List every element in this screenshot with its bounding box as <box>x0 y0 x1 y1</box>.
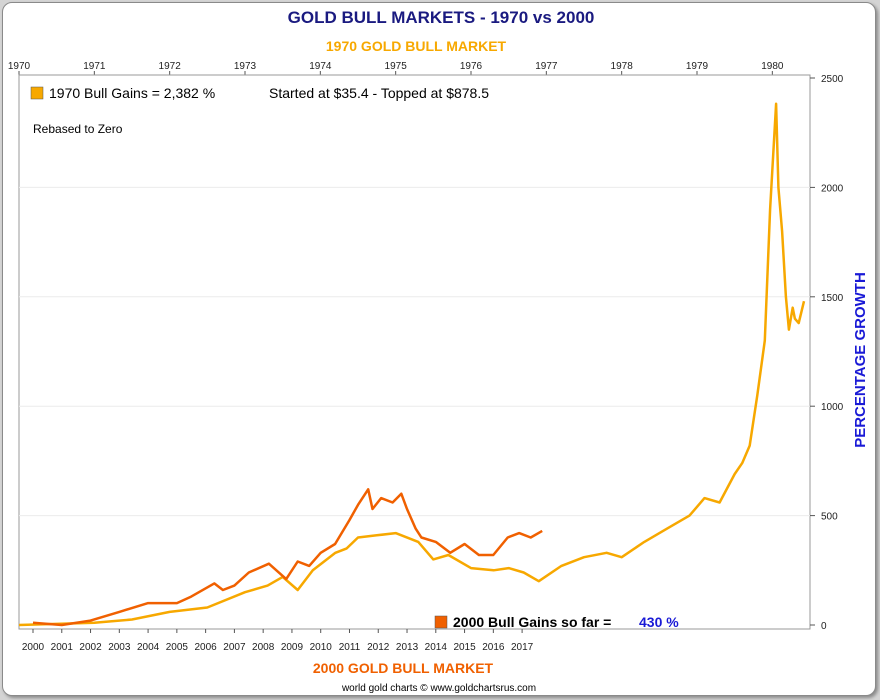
top-tick-label: 1970 <box>8 61 31 72</box>
footer-credit: world gold charts © www.goldchartsrus.co… <box>341 683 536 694</box>
bottom-tick-label: 2013 <box>396 642 419 653</box>
top-tick-label: 1972 <box>159 61 182 72</box>
top-tick-label: 1977 <box>535 61 558 72</box>
plot-area <box>18 74 811 630</box>
bottom-tick-label: 2003 <box>108 642 131 653</box>
bottom-tick-label: 2005 <box>166 642 189 653</box>
top-tick-label: 1975 <box>385 61 408 72</box>
grid-lines <box>19 186 810 517</box>
legend-1970-swatch <box>30 86 44 100</box>
top-tick-label: 1973 <box>234 61 257 72</box>
top-tick-label: 1978 <box>611 61 634 72</box>
legend-2000-swatch <box>434 615 448 629</box>
rebased-annotation: Rebased to Zero <box>33 122 123 136</box>
bottom-tick-label: 2009 <box>281 642 304 653</box>
top-axis-ticks: 1970 1971 1972 1973 1974 1975 1976 1977 1978 1979… <box>8 61 784 75</box>
top-axis-title: 1970 GOLD BULL MARKET <box>326 38 507 54</box>
series-line-2000 <box>32 488 543 627</box>
bottom-tick-label: 2010 <box>310 642 333 653</box>
chart-title: GOLD BULL MARKETS - 1970 vs 2000 <box>288 8 595 27</box>
bottom-tick-label: 2001 <box>51 642 74 653</box>
bottom-tick-label: 2002 <box>79 642 102 653</box>
bottom-tick-label: 2004 <box>137 642 160 653</box>
y-tick-label: 1000 <box>821 402 844 413</box>
top-tick-label: 1980 <box>761 61 784 72</box>
series-line-1970 <box>18 102 806 627</box>
top-tick-label: 1979 <box>686 61 709 72</box>
bottom-tick-label: 2012 <box>367 642 390 653</box>
bottom-tick-label: 2000 <box>22 642 45 653</box>
bottom-tick-label: 2016 <box>482 642 505 653</box>
y-tick-label: 0 <box>821 621 827 632</box>
legend-2000-value: 430 % <box>639 614 679 630</box>
top-tick-label: 1974 <box>309 61 332 72</box>
top-tick-label: 1971 <box>83 61 106 72</box>
bottom-axis-title: 2000 GOLD BULL MARKET <box>313 660 494 676</box>
bottom-tick-label: 2014 <box>425 642 448 653</box>
legend-1970-label: 1970 Bull Gains = 2,382 % <box>49 85 215 101</box>
bottom-tick-label: 2015 <box>453 642 476 653</box>
bottom-tick-label: 2006 <box>195 642 218 653</box>
bottom-tick-label: 2011 <box>339 642 361 653</box>
y-tick-label: 2500 <box>821 74 844 85</box>
series-lines <box>18 102 806 627</box>
bottom-tick-label: 2007 <box>223 642 246 653</box>
legend-1970-note: Started at $35.4 - Topped at $878.5 <box>269 85 489 101</box>
y-axis-label: PERCENTAGE GROWTH <box>852 272 869 448</box>
top-tick-label: 1976 <box>460 61 483 72</box>
y-tick-label: 500 <box>821 512 838 523</box>
y-axis-ticks: 0 500 1000 1500 2000 2500 <box>810 74 844 632</box>
y-tick-label: 1500 <box>821 293 844 304</box>
bottom-axis-ticks: 2000 2001 2002 2003 2004 2005 2006 2007 2008 2009… <box>22 629 534 653</box>
bottom-tick-label: 2017 <box>511 642 534 653</box>
bottom-tick-label: 2008 <box>252 642 275 653</box>
y-tick-label: 2000 <box>821 183 844 194</box>
chart-svg: GOLD BULL MARKETS - 1970 vs 2000 1970 GO… <box>8 8 869 694</box>
legend-2000-label: 2000 Bull Gains so far = <box>453 614 611 630</box>
